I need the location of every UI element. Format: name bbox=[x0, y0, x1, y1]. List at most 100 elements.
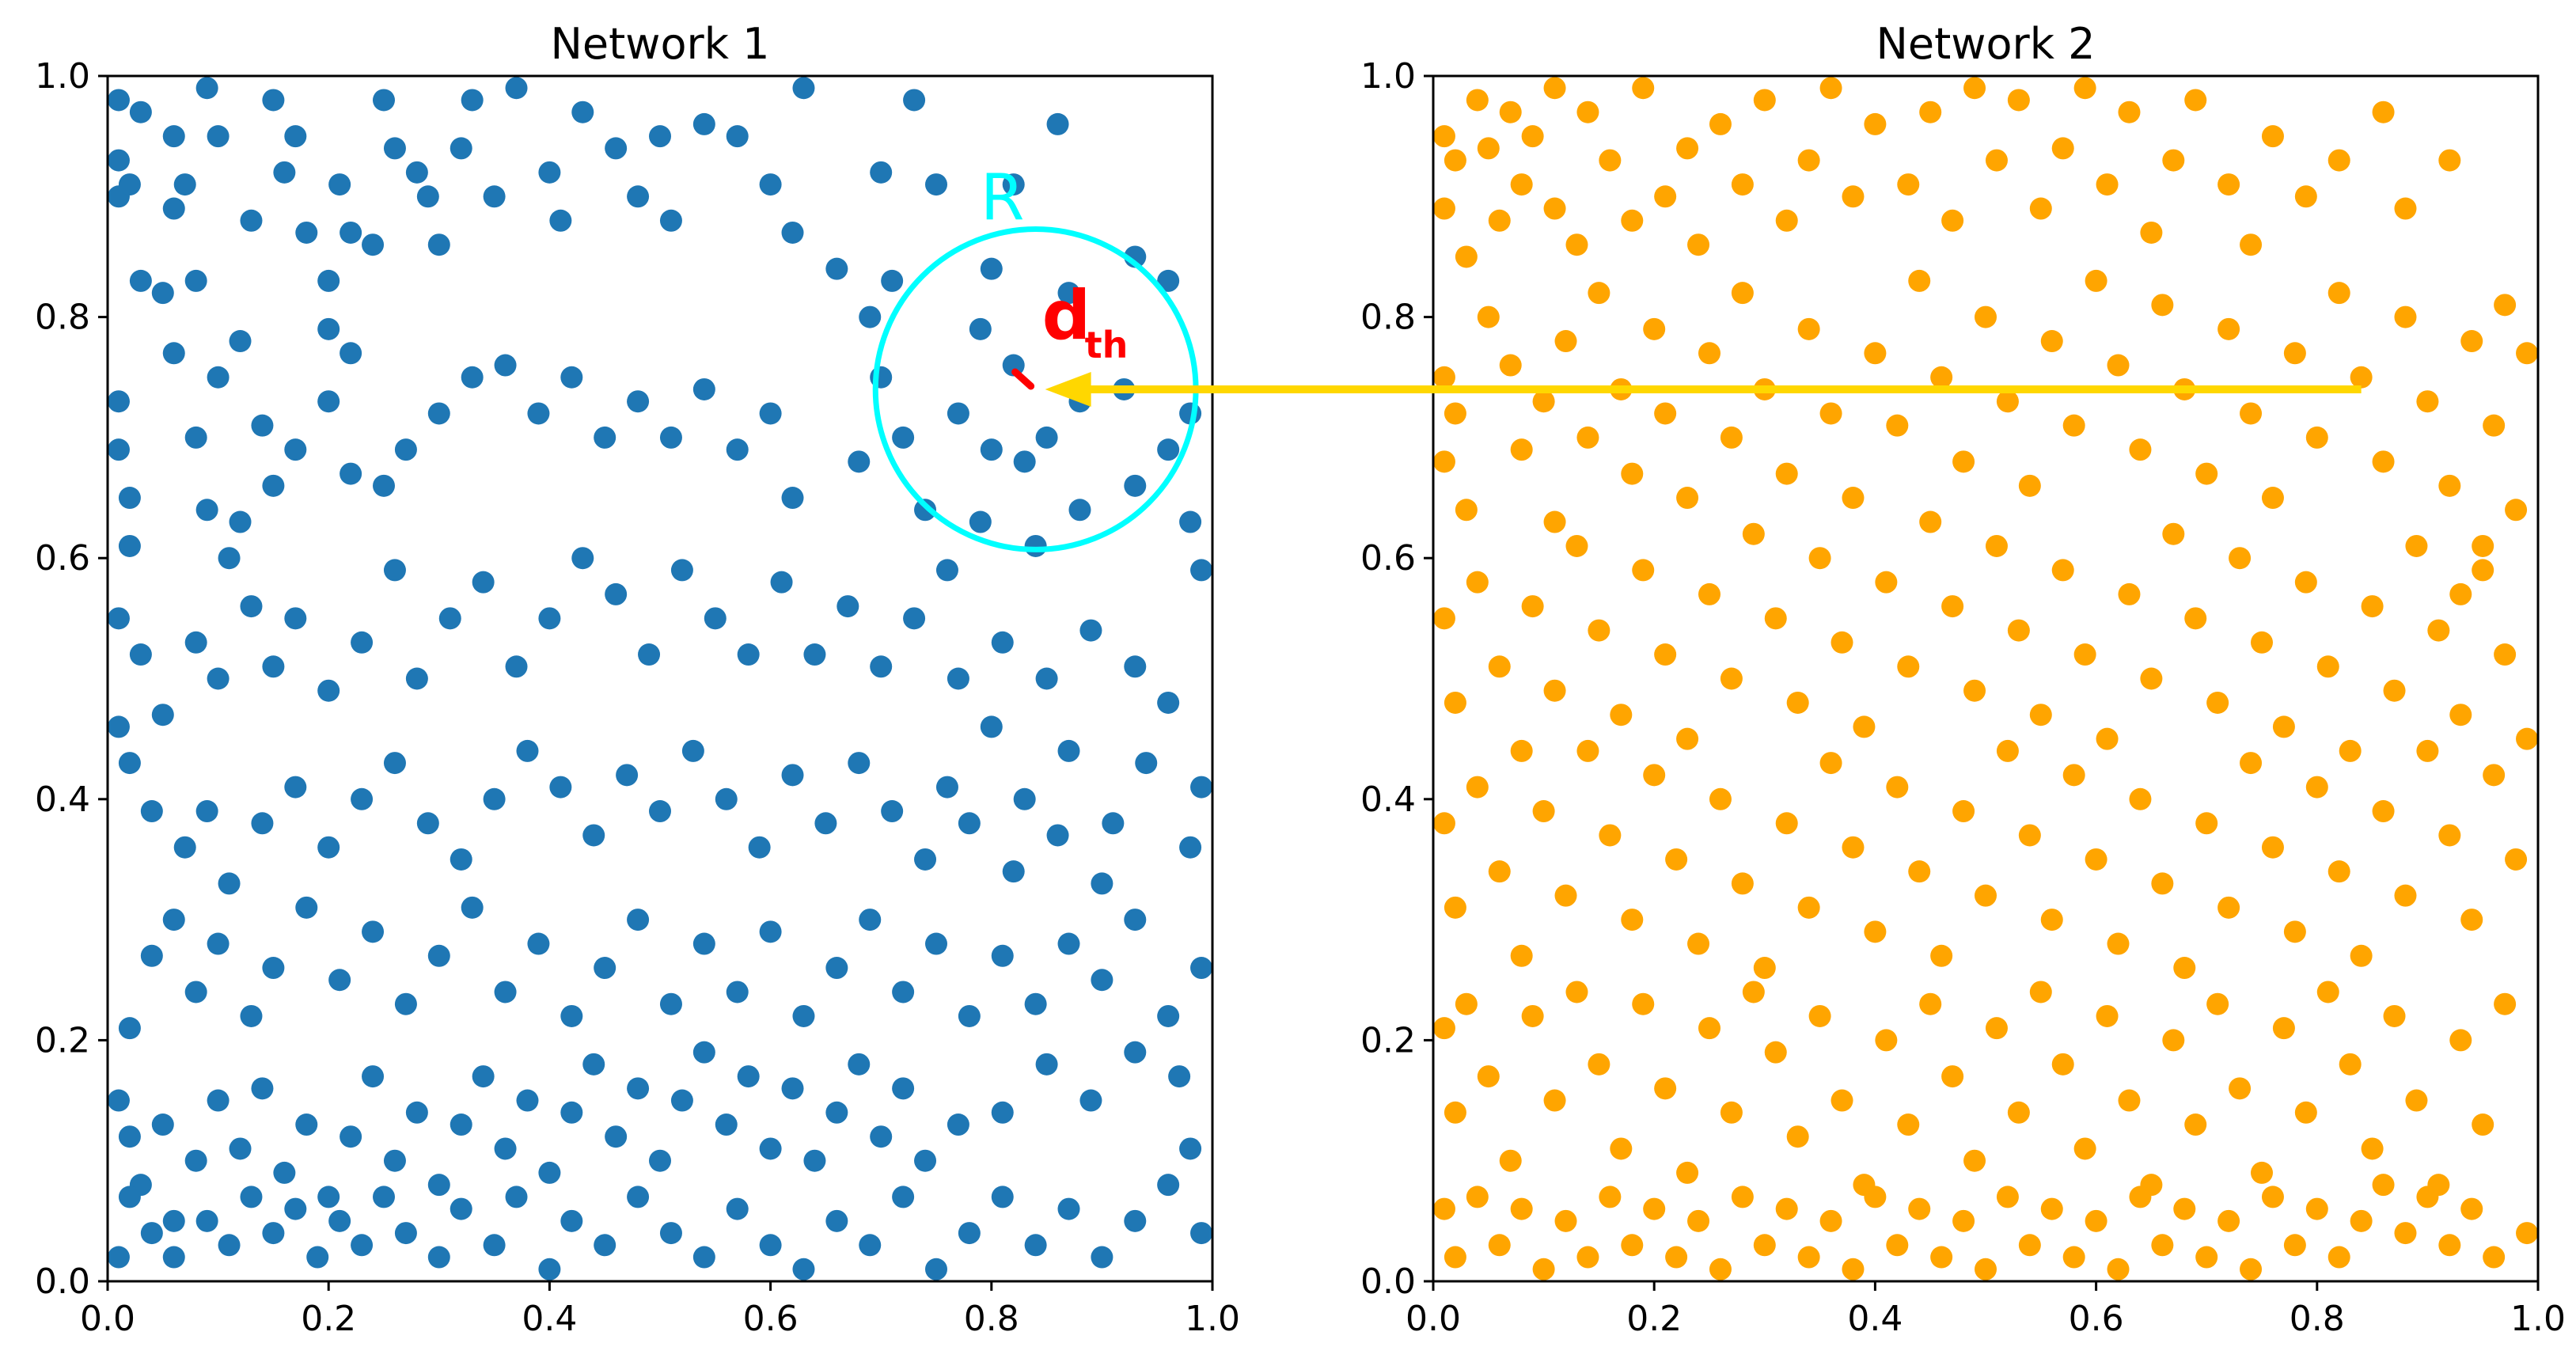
data-point bbox=[2328, 149, 2350, 172]
data-point bbox=[295, 896, 318, 919]
data-point bbox=[1444, 691, 1466, 714]
data-point bbox=[2460, 330, 2483, 353]
data-point bbox=[1720, 426, 1743, 449]
data-point bbox=[2240, 402, 2263, 425]
data-point bbox=[538, 607, 561, 630]
data-point bbox=[240, 1004, 263, 1027]
data-point bbox=[461, 89, 484, 112]
data-point bbox=[980, 715, 1003, 738]
data-point bbox=[670, 559, 693, 582]
data-point bbox=[692, 1246, 715, 1269]
data-point bbox=[328, 173, 351, 196]
data-point bbox=[1621, 909, 1644, 931]
data-point bbox=[2294, 1101, 2317, 1124]
data-point bbox=[2151, 294, 2174, 317]
network-2-title: Network 2 bbox=[1876, 19, 2096, 69]
data-point bbox=[516, 739, 539, 762]
data-point bbox=[2472, 559, 2494, 582]
data-point bbox=[1963, 77, 1986, 100]
data-point bbox=[1588, 619, 1610, 642]
data-point bbox=[582, 824, 605, 847]
data-point bbox=[129, 101, 152, 123]
data-point bbox=[1035, 1053, 1058, 1076]
data-point bbox=[925, 932, 947, 955]
data-point bbox=[2261, 125, 2284, 148]
data-point bbox=[251, 414, 274, 437]
data-point bbox=[2107, 1258, 2130, 1280]
data-point bbox=[427, 1174, 450, 1197]
data-point bbox=[947, 402, 969, 425]
data-point bbox=[1024, 992, 1047, 1015]
data-point bbox=[737, 1065, 760, 1088]
data-point bbox=[1543, 1089, 1566, 1112]
data-point bbox=[1786, 1125, 1809, 1148]
data-point bbox=[1643, 317, 1666, 340]
data-point bbox=[2405, 534, 2428, 557]
data-point bbox=[1510, 739, 1533, 762]
data-point bbox=[483, 1234, 506, 1257]
data-point bbox=[737, 643, 760, 666]
data-point bbox=[328, 1209, 351, 1232]
data-point bbox=[1985, 149, 2008, 172]
data-point bbox=[1687, 233, 1710, 256]
data-point bbox=[594, 957, 616, 980]
data-point bbox=[1775, 209, 1798, 232]
data-point bbox=[340, 221, 362, 244]
data-point bbox=[1753, 957, 1776, 980]
data-point bbox=[1024, 534, 1047, 557]
data-point bbox=[1477, 137, 1500, 160]
data-point bbox=[151, 1114, 174, 1136]
data-point bbox=[129, 269, 152, 292]
data-point bbox=[2029, 197, 2052, 220]
data-point bbox=[726, 1197, 749, 1220]
data-point bbox=[759, 1137, 782, 1160]
data-point bbox=[1908, 269, 1931, 292]
data-point bbox=[1432, 1197, 1455, 1220]
data-point bbox=[1157, 1004, 1180, 1027]
data-point bbox=[1091, 872, 1113, 895]
data-point bbox=[1190, 1222, 1213, 1245]
data-point bbox=[2483, 1246, 2506, 1269]
data-point bbox=[1720, 1101, 1743, 1124]
data-point bbox=[1035, 426, 1058, 449]
data-point bbox=[162, 909, 185, 931]
data-point bbox=[1488, 209, 1511, 232]
data-point bbox=[892, 981, 915, 1003]
data-point bbox=[1466, 571, 1489, 594]
data-point bbox=[1975, 884, 1997, 907]
data-point bbox=[781, 221, 804, 244]
data-point bbox=[1477, 1065, 1500, 1088]
data-point bbox=[2294, 571, 2317, 594]
data-point bbox=[1985, 534, 2008, 557]
x-tick-label: 0.2 bbox=[1626, 1299, 1682, 1339]
data-point bbox=[2272, 1017, 2295, 1040]
data-point bbox=[549, 776, 572, 799]
data-point bbox=[704, 607, 727, 630]
data-point bbox=[715, 1114, 738, 1136]
data-point bbox=[2018, 824, 2041, 847]
data-point bbox=[1124, 1209, 1147, 1232]
data-point bbox=[2085, 1209, 2107, 1232]
data-point bbox=[2361, 1137, 2384, 1160]
network-1-y-axis: 0.0 0.2 0.4 0.6 0.8 1.0 bbox=[35, 56, 108, 1302]
data-point bbox=[173, 173, 196, 196]
data-point bbox=[2361, 595, 2384, 618]
data-point bbox=[2184, 1114, 2207, 1136]
data-point bbox=[1665, 1246, 1688, 1269]
data-point bbox=[207, 125, 230, 148]
data-point bbox=[1676, 137, 1699, 160]
data-point bbox=[681, 739, 704, 762]
data-point bbox=[461, 366, 484, 389]
network-1-title: Network 1 bbox=[551, 19, 770, 69]
data-point bbox=[1797, 896, 1820, 919]
data-point bbox=[1897, 173, 1920, 196]
data-point bbox=[461, 896, 484, 919]
data-point bbox=[218, 547, 241, 570]
data-point bbox=[2240, 1258, 2263, 1280]
data-point bbox=[1963, 1149, 1986, 1172]
data-point bbox=[2107, 354, 2130, 377]
data-point bbox=[1875, 1029, 1898, 1052]
data-point bbox=[1621, 462, 1644, 485]
y-tick-label: 0.8 bbox=[35, 298, 90, 338]
data-point bbox=[1941, 1065, 1964, 1088]
